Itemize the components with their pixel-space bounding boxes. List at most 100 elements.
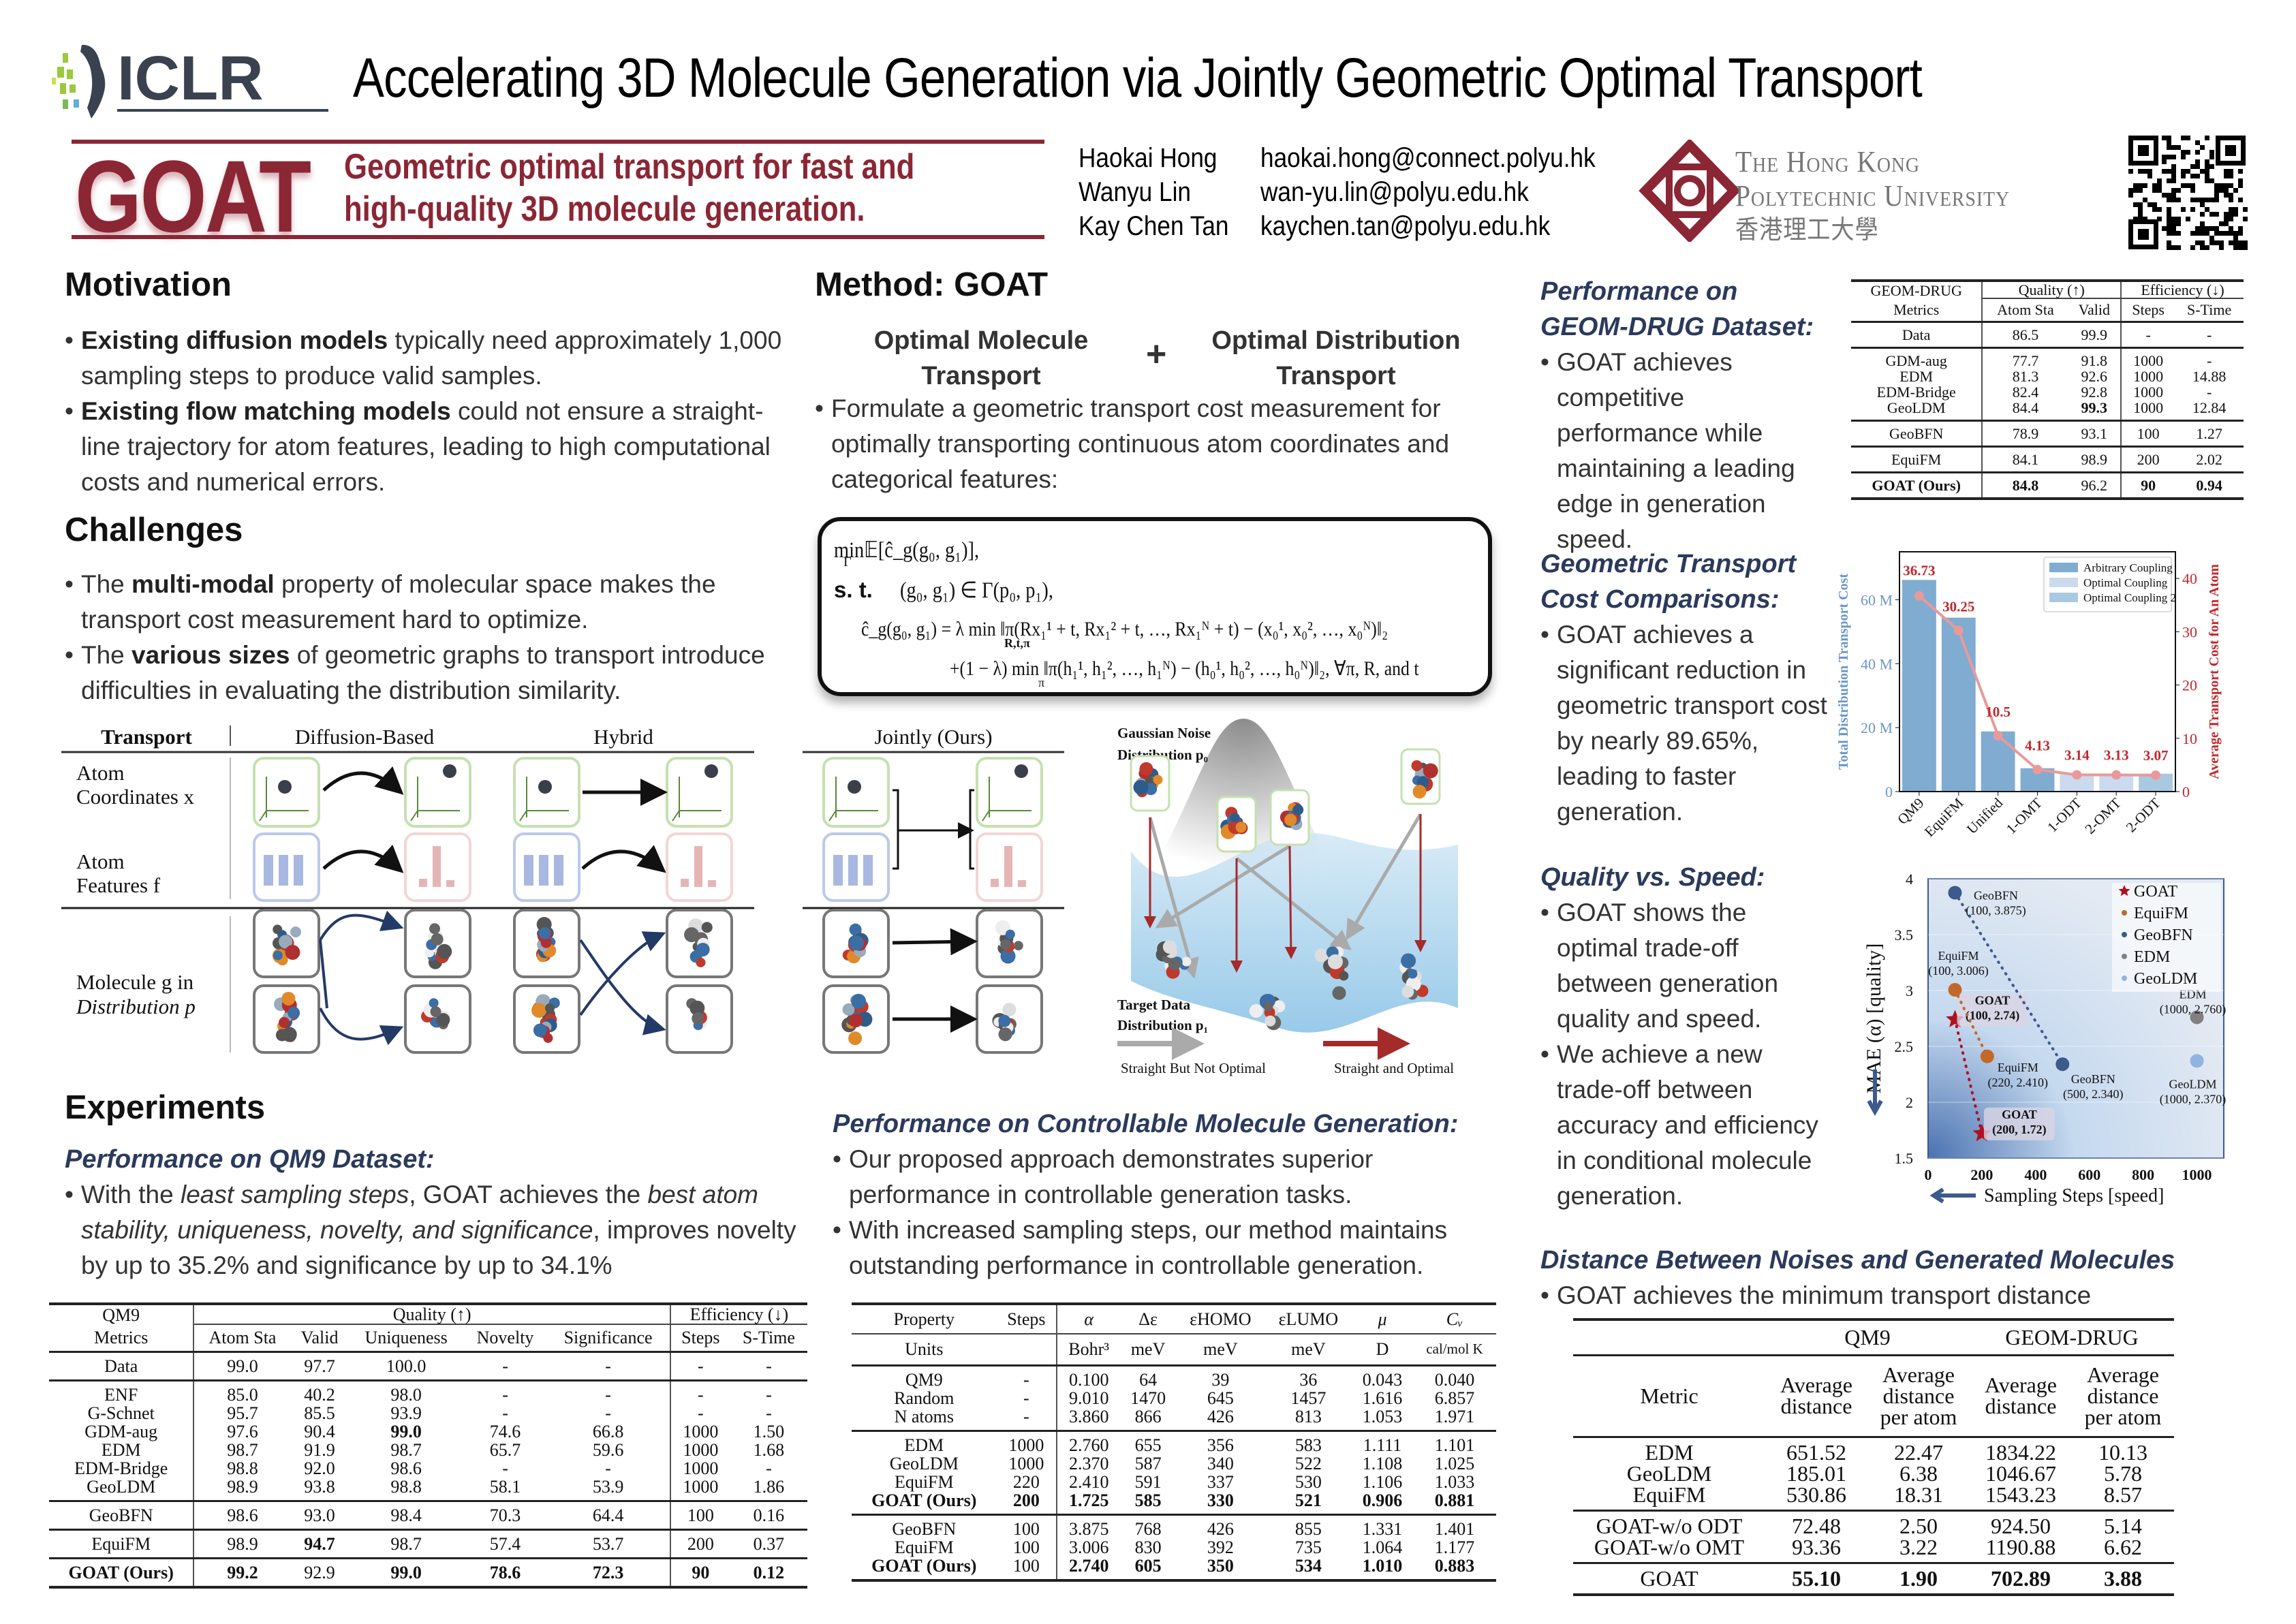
table-cell: 94.7 [304,1533,335,1554]
table-cell: EquiFM [1851,446,1983,472]
author-names: Haokai Hong Wanyu Lin Kay Chen Tan [1079,141,1228,243]
table-row: EDM-Bridge 98.8 92.0 98.6- -1000- [49,1458,807,1478]
polyu-knot-icon [1639,140,1741,242]
author-email[interactable]: haokai.hong@connect.polyu.hk [1260,143,1596,173]
bullet-text: GOAT achieves a significant reduction in… [1557,621,1827,826]
table-cell: 85.0 [227,1384,258,1405]
table-cell: 36 [1299,1369,1318,1390]
table-cell: 72.48 [1792,1513,1841,1538]
table-cell: - [996,1365,1058,1389]
atom-icon [1249,1004,1263,1018]
bullet-item: The various sizes of geometric graphs to… [65,638,807,708]
x-tick-label: 200 [1970,1166,1993,1183]
table-cell: 98.7 [390,1439,422,1460]
table-cell: - [502,1356,508,1376]
table-cell: 522 [1294,1453,1322,1473]
atom-icon [1005,929,1015,939]
table-cell: 350 [1207,1555,1234,1576]
th-col: Uniqueness [364,1328,448,1348]
table-cell: 585 [1134,1490,1162,1510]
table-cell: EDM [904,1435,944,1455]
table-cell: - [996,1388,1058,1407]
bar [1941,617,1976,792]
th-col: S-Time [742,1328,795,1348]
table-cell: EDM [1645,1439,1694,1465]
bullet-item: Existing flow matching models could not … [65,394,801,500]
atom-icon [849,923,862,936]
table-row: GDM-aug 97.6 90.4 99.0 74.6 66.8 1000 1.50 [49,1422,807,1441]
th-col: εHOMO [1190,1309,1252,1329]
point-value-label: (100, 3.875) [1966,904,2026,918]
table-cell: 1.331 [1362,1518,1403,1539]
bullet-item: GOAT achieves the minimum transport dist… [1540,1278,2276,1313]
atom-icon [279,935,293,949]
atom-icon [429,998,439,1008]
formula-st: s. t. [834,577,873,602]
atom-icon [1327,954,1343,969]
distance-table: QM9 GEOM-DRUG Metric Average distance Av… [1573,1318,2174,1596]
author-email[interactable]: wan-yu.lin@polyu.edu.hk [1260,177,1529,207]
atom-icon [684,927,700,943]
table-cell: N atoms [894,1406,954,1426]
table-cell: 58.1 [489,1476,521,1497]
table-cell: 93.0 [304,1505,335,1525]
trend-line [1953,1018,1983,1135]
table-cell: 1.108 [1362,1453,1403,1473]
legend-label: EDM [2134,948,2170,966]
legend-optimal: Straight and Optimal [1334,1060,1454,1076]
goat-acronym: GOAT [75,139,311,253]
experiments-heading: Experiments [65,1089,266,1126]
table-cell: - [546,1458,671,1478]
qm9-bullets: With the least sampling steps, GOAT achi… [65,1177,807,1283]
table-cell: 521 [1294,1490,1322,1510]
table-cell: GDM-aug [49,1422,195,1441]
bullet-text: typically need approximately 1,000 sampl… [81,326,782,390]
table-cell: 98.0 [390,1384,422,1405]
table-cell: 1.177 [1434,1537,1475,1557]
th-avg-atom: Average distance per atom [1880,1362,1957,1429]
table-cell: 78.6 [489,1562,521,1582]
header-top-rule [72,140,1044,144]
atom-icon [696,942,710,956]
transport-cost-chart: 0 20 M 40 M 60 M 0 10 20 30 40 36.73 QM9 30.25 EquiF… [1836,551,2222,840]
table-cell: 1470 [1130,1388,1166,1408]
bullet-item: We achieve a new trade-off between accur… [1540,1037,1833,1214]
fig-header-jointly: Jointly (Ours) [874,725,992,749]
formula-under: π [1038,676,1045,689]
x-tick-label: 400 [2024,1166,2047,1183]
controllable-table: Property Steps α Δε εHOMO εLUMO μ Cᵥ Uni… [852,1302,1496,1582]
y-tick-label: 1.5 [1895,1150,1914,1167]
table-cell: EquiFM [1632,1482,1706,1507]
table-cell: 99.0 [227,1356,258,1376]
x-axis-label: Sampling Steps [speed] [1984,1185,2164,1206]
table-cell: 220 [996,1472,1058,1491]
trend-line [1953,988,1989,1058]
table-cell: 591 [1134,1471,1162,1492]
scatter-point [2190,1054,2204,1068]
transport-cost-heading: Geometric Transport Cost Comparisons: [1540,546,1796,617]
author-email[interactable]: kaychen.tan@polyu.edu.hk [1260,211,1551,241]
table-cell: 1000 [2133,367,2164,385]
legend-label: Arbitrary Coupling [2083,561,2173,574]
table-cell: 530.86 [1786,1482,1846,1507]
table-cell: 99.2 [227,1562,258,1582]
table-row: GeoBFN 78.9 93.1 100 1.27 [1851,420,2244,446]
table-cell: 98.8 [390,1476,422,1497]
table-cell: 1.971 [1434,1406,1475,1426]
table-cell: 0.94 [2196,476,2222,494]
fig-row3-label: Molecule g in [76,970,194,994]
legend-label: GeoLDM [2134,970,2197,988]
table-cell: 2.760 [1068,1435,1109,1455]
atom-icon [1000,939,1012,950]
table-cell: - [766,1458,772,1478]
th-col: Steps [996,1304,1058,1334]
line-point [2072,770,2082,780]
atom-icon [1235,822,1247,833]
iclr-text: ICLR [117,44,264,113]
qr-code[interactable] [2126,133,2248,252]
quality-speed-bullets: GOAT shows the optimal trade-off between… [1540,895,1833,1214]
table-cell: 14.88 [2192,367,2227,385]
table-cell: 8.57 [2104,1482,2142,1507]
qm9-table: QM9 Quality (↑) Efficiency (↓) Metrics A… [49,1302,807,1589]
polyu-logo: The Hong Kong Polytechnic University 香港理… [1639,140,2115,245]
